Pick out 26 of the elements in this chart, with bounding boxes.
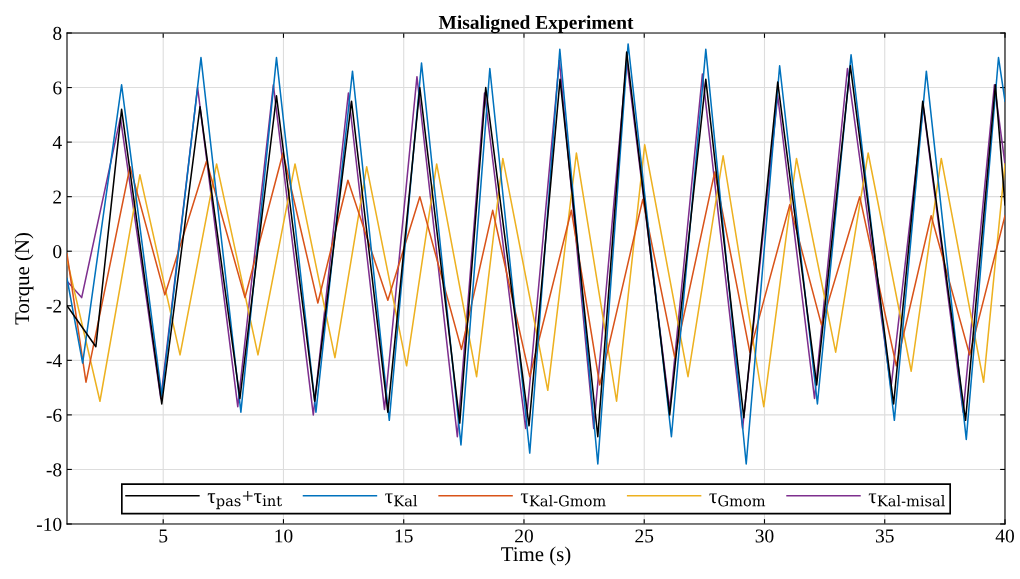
y-tick-label: -10 — [36, 517, 62, 531]
x-tick-label: 25 — [635, 529, 654, 543]
y-tick-label: 4 — [52, 136, 62, 149]
legend-label: τ$_{Gmom}$ — [709, 493, 766, 507]
x-tick-label: 30 — [755, 529, 774, 543]
x-tick-label: 35 — [875, 529, 894, 543]
y-tick-label: 2 — [53, 190, 62, 204]
y-tick-label: 6 — [53, 81, 62, 95]
x-tick-label: 15 — [395, 529, 413, 543]
y-axis-title: Torque (N) — [14, 233, 34, 325]
y-tick-label: -2 — [46, 299, 62, 313]
legend-label: τ$_{pas}$+τ$_{int}$ — [207, 491, 282, 510]
legend-label: τ$_{Kal-misal}$ — [868, 493, 945, 507]
x-tick-label: 5 — [159, 529, 168, 543]
y-tick-label: 8 — [53, 26, 62, 40]
y-tick-label: -4 — [46, 354, 62, 368]
x-tick-label: 10 — [275, 529, 293, 543]
y-tick-label: -8 — [46, 463, 62, 477]
x-tick-label: 20 — [515, 529, 533, 543]
y-tick-label: 0 — [53, 245, 62, 259]
x-tick-label: 40 — [995, 529, 1014, 543]
x-axis-title: Time (s) — [501, 546, 571, 566]
chart-title: Misaligned Experiment — [438, 15, 634, 34]
legend-label: τ$_{Kal}$ — [385, 493, 418, 507]
y-tick-label: -6 — [46, 408, 62, 422]
legend-label: τ$_{Kal-Gmom}$ — [520, 493, 606, 507]
